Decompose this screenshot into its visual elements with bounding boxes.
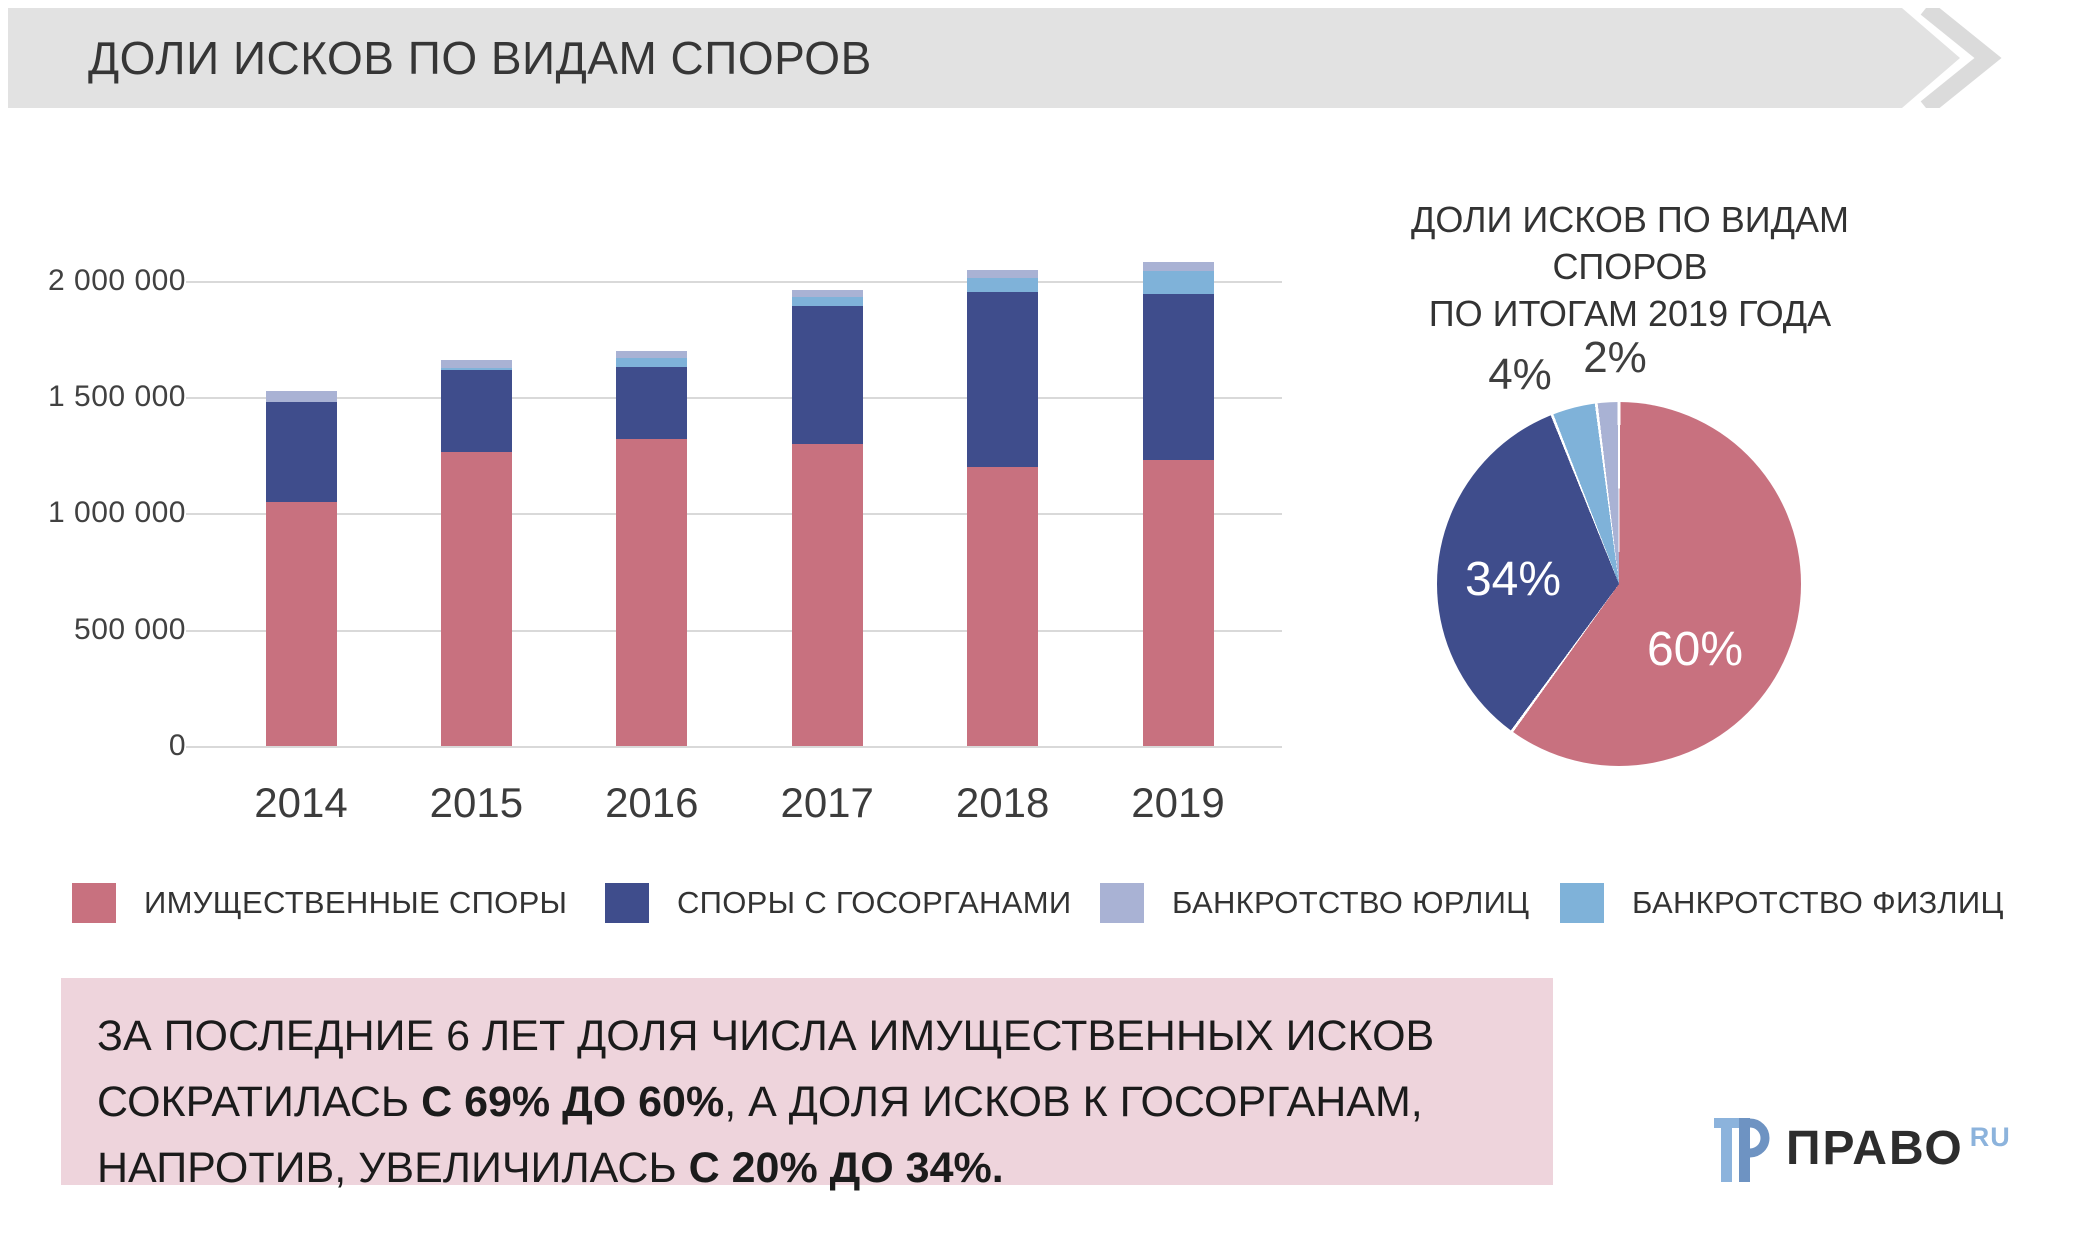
- legend-swatch-state-body-disputes: [605, 883, 649, 923]
- chart-legend: ИМУЩЕСТВЕННЫЕ СПОРЫ СПОРЫ С ГОСОРГАНАМИ БА…: [0, 883, 2083, 929]
- segment-bankruptcy-individuals: [967, 278, 1039, 293]
- gridline: [186, 280, 1282, 283]
- y-axis-tick-label: 500 000: [74, 612, 186, 646]
- bar-2019: [1142, 262, 1214, 746]
- segment-bankruptcy-individuals: [440, 367, 512, 371]
- segment-bankruptcy-legal-entities: [1142, 262, 1214, 272]
- segment-bankruptcy-legal-entities: [967, 270, 1039, 279]
- pravo-ru-logo-icon: [1714, 1118, 1770, 1182]
- legend-item-bankruptcy-legal-entities: БАНКРОТСТВО ЮРЛИЦ: [1100, 883, 1529, 923]
- segment-state-body-disputes: [967, 292, 1039, 467]
- gridline: [186, 397, 1282, 400]
- callout-box: ЗА ПОСЛЕДНИЕ 6 ЛЕТ ДОЛЯ ЧИСЛА ИМУЩЕСТВЕН…: [61, 978, 1553, 1192]
- callout-text: СОКРАТИЛАСЬ: [97, 1078, 422, 1126]
- x-axis-label-2017: 2017: [780, 779, 874, 826]
- segment-bankruptcy-individuals: [791, 297, 863, 307]
- bar-chart-x-axis: 2014 2015 2016 2017 2018 2019: [200, 779, 1282, 839]
- segment-bankruptcy-individuals: [616, 357, 688, 367]
- callout-text-bold: С 20% ДО 34%.: [688, 1144, 1004, 1192]
- segment-property-disputes: [967, 466, 1039, 746]
- segment-bankruptcy-legal-entities: [440, 359, 512, 368]
- pie-chart-title: ДОЛИ ИСКОВ ПО ВИДАМ СПОРОВ ПО ИТОГАМ 201…: [1330, 196, 1930, 337]
- segment-state-body-disputes: [791, 306, 863, 444]
- segment-property-disputes: [791, 443, 863, 746]
- segment-state-body-disputes: [265, 401, 337, 502]
- segment-state-body-disputes: [440, 370, 512, 452]
- segment-state-body-disputes: [1142, 293, 1214, 460]
- legend-label-bankruptcy-legal-entities: БАНКРОТСТВО ЮРЛИЦ: [1172, 885, 1530, 920]
- y-axis-tick-label: 0: [168, 729, 186, 762]
- gridline: [186, 746, 1282, 748]
- page-title: ДОЛИ ИСКОВ ПО ВИДАМ СПОРОВ: [88, 32, 872, 84]
- segment-property-disputes: [440, 451, 512, 746]
- segment-bankruptcy-legal-entities: [616, 350, 688, 358]
- segment-property-disputes: [265, 501, 337, 746]
- callout-text: НАПРОТИВ, УВЕЛИЧИЛАСЬ: [97, 1144, 689, 1192]
- legend-swatch-bankruptcy-legal-entities: [1100, 883, 1144, 923]
- legend-label-property-disputes: ИМУЩЕСТВЕННЫЕ СПОРЫ: [144, 885, 568, 920]
- bar-2015: [440, 359, 512, 746]
- segment-property-disputes: [616, 438, 688, 746]
- pravo-ru-logo: ПРАВО RU: [1712, 1118, 2011, 1182]
- legend-item-property-disputes: ИМУЩЕСТВЕННЫЕ СПОРЫ: [72, 883, 567, 923]
- y-axis-tick-label: 1 000 000: [48, 496, 186, 530]
- bar-chart-y-axis: 2 000 000 1 500 000 1 000 000 500 000 0: [18, 234, 186, 762]
- x-axis-label-2019: 2019: [1131, 779, 1225, 826]
- callout-text: ЗА ПОСЛЕДНИЕ 6 ЛЕТ ДОЛЯ ЧИСЛА ИМУЩЕСТВЕН…: [97, 1012, 1435, 1060]
- segment-property-disputes: [1142, 459, 1214, 746]
- pie-label-state-body-disputes: 34%: [1464, 553, 1562, 606]
- x-axis-label-2015: 2015: [429, 779, 524, 826]
- legend-item-state-body-disputes: СПОРЫ С ГОСОРГАНАМИ: [605, 883, 1071, 923]
- callout-text: , А ДОЛЯ ИСКОВ К ГОСОРГАНАМ,: [724, 1078, 1423, 1126]
- stacked-bar-chart: [186, 234, 1282, 748]
- pie-label-property-disputes: 60%: [1646, 623, 1744, 676]
- gridline: [186, 629, 1282, 632]
- header-band: [8, 8, 1960, 108]
- segment-bankruptcy-individuals: [1142, 271, 1214, 294]
- segment-bankruptcy-legal-entities: [265, 391, 337, 402]
- legend-label-state-body-disputes: СПОРЫ С ГОСОРГАНАМИ: [677, 885, 1072, 920]
- callout-line: ЗА ПОСЛЕДНИЕ 6 ЛЕТ ДОЛЯ ЧИСЛА ИМУЩЕСТВЕН…: [97, 1003, 1553, 1069]
- callout-line: СОКРАТИЛАСЬ С 69% ДО 60%, А ДОЛЯ ИСКОВ К…: [97, 1069, 1553, 1135]
- legend-swatch-bankruptcy-individuals: [1560, 883, 1604, 923]
- x-axis-label-2014: 2014: [254, 779, 348, 826]
- pie-chart: [1437, 402, 1801, 766]
- logo-tld: RU: [1969, 1122, 2011, 1152]
- segment-state-body-disputes: [616, 366, 688, 439]
- x-axis-label-2016: 2016: [605, 779, 699, 826]
- logo-wordmark: ПРАВО: [1786, 1122, 1964, 1175]
- legend-label-bankruptcy-individuals: БАНКРОТСТВО ФИЗЛИЦ: [1632, 885, 2004, 920]
- legend-swatch-property-disputes: [72, 883, 116, 923]
- y-axis-tick-label: 1 500 000: [48, 380, 186, 414]
- segment-bankruptcy-legal-entities: [791, 290, 863, 298]
- y-axis-tick-label: 2 000 000: [48, 263, 186, 297]
- legend-item-bankruptcy-individuals: БАНКРОТСТВО ФИЗЛИЦ: [1560, 883, 2004, 923]
- pie-chart-title-line1: ДОЛИ ИСКОВ ПО ВИДАМ СПОРОВ: [1410, 199, 1850, 287]
- pie-label-bankruptcy-individuals: 4%: [1488, 350, 1552, 399]
- pie-label-bankruptcy-legal-entities: 2%: [1583, 333, 1647, 382]
- gridline: [186, 513, 1282, 516]
- bar-2018: [967, 270, 1039, 746]
- x-axis-label-2018: 2018: [955, 779, 1050, 826]
- bar-2017: [791, 290, 863, 746]
- callout-text-bold: С 69% ДО 60%: [421, 1078, 725, 1126]
- bar-2014: [265, 391, 337, 746]
- pie-chart-title-line2: ПО ИТОГАМ 2019 ГОДА: [1428, 293, 1832, 334]
- callout-line: НАПРОТИВ, УВЕЛИЧИЛАСЬ С 20% ДО 34%.: [97, 1135, 1553, 1201]
- bar-2016: [616, 350, 688, 746]
- header-chevron-icon: [1920, 8, 2002, 108]
